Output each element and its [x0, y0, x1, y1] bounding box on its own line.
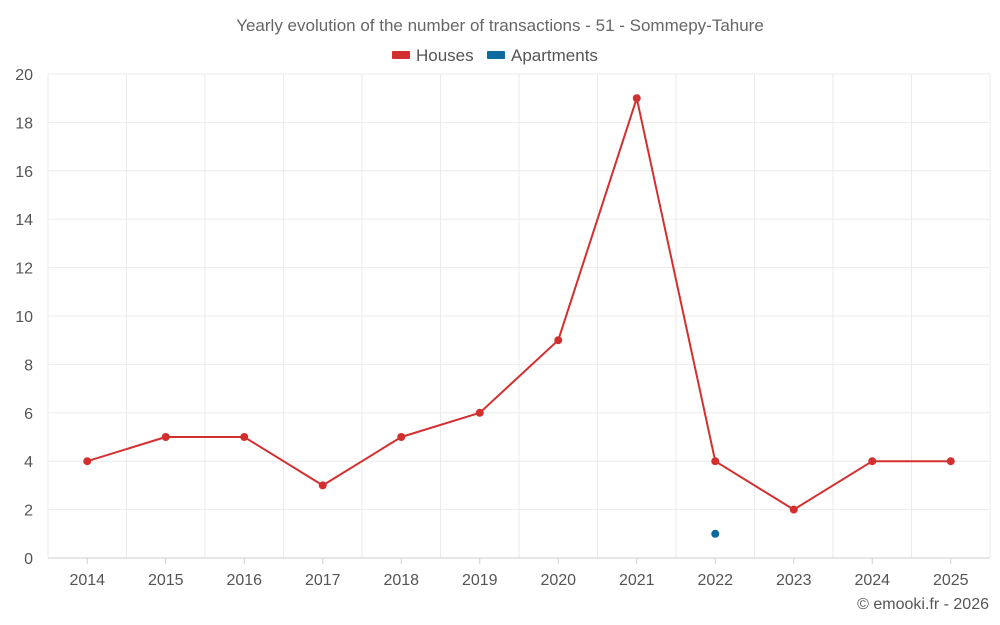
data-point-houses[interactable]	[83, 457, 92, 466]
x-tick-label: 2018	[383, 572, 419, 589]
data-point-houses[interactable]	[318, 481, 327, 490]
legend-label-houses[interactable]: Houses	[416, 46, 474, 65]
y-tick-label: 14	[15, 212, 33, 229]
x-tick-label: 2022	[697, 572, 733, 589]
chart-title: Yearly evolution of the number of transa…	[236, 16, 764, 35]
legend-swatch-apartments[interactable]	[487, 51, 505, 59]
data-point-houses[interactable]	[554, 336, 563, 345]
x-tick-label: 2016	[226, 572, 262, 589]
y-tick-label: 2	[24, 503, 33, 520]
data-point-houses[interactable]	[161, 433, 170, 441]
legend: Houses Apartments	[392, 46, 598, 65]
legend-swatch-houses[interactable]	[392, 51, 410, 59]
x-tick-label: 2014	[69, 572, 105, 589]
data-point-apartments[interactable]	[711, 529, 720, 538]
y-tick-label: 8	[24, 357, 33, 374]
data-point-houses[interactable]	[946, 457, 955, 466]
axes: 0 2 4 6 8 10 12 14 16 18 20 2014 2015 2016 2017 2018 201…	[15, 67, 990, 589]
data-point-houses[interactable]	[868, 457, 877, 466]
y-tick-label: 18	[15, 115, 33, 132]
y-tick-label: 0	[24, 551, 33, 568]
series-line-houses	[86, 97, 951, 511]
x-tick-label: 2015	[148, 572, 184, 589]
data-point-houses[interactable]	[397, 433, 406, 441]
data-point-houses[interactable]	[240, 433, 249, 441]
x-tick-label: 2021	[619, 572, 655, 589]
data-point-houses[interactable]	[711, 457, 720, 466]
x-tick-label: 2017	[305, 572, 341, 589]
y-tick-label: 16	[15, 164, 33, 181]
x-tick-label: 2023	[776, 572, 812, 589]
data-point-houses[interactable]	[632, 94, 641, 103]
x-tick-label: 2020	[540, 572, 576, 589]
y-tick-label: 20	[15, 67, 33, 84]
x-tick-label: 2025	[933, 572, 969, 589]
x-tick-label: 2024	[854, 572, 890, 589]
legend-label-apartments[interactable]: Apartments	[511, 46, 598, 65]
x-tick-label: 2019	[462, 572, 498, 589]
credit-text: © emooki.fr - 2026	[857, 596, 989, 613]
y-tick-label: 10	[15, 309, 33, 326]
y-tick-label: 12	[15, 261, 33, 278]
y-tick-label: 4	[24, 454, 33, 471]
series	[83, 94, 955, 538]
y-tick-label: 6	[24, 406, 33, 423]
data-point-houses[interactable]	[475, 408, 484, 417]
grid	[47, 73, 991, 558]
data-point-houses[interactable]	[789, 505, 798, 514]
